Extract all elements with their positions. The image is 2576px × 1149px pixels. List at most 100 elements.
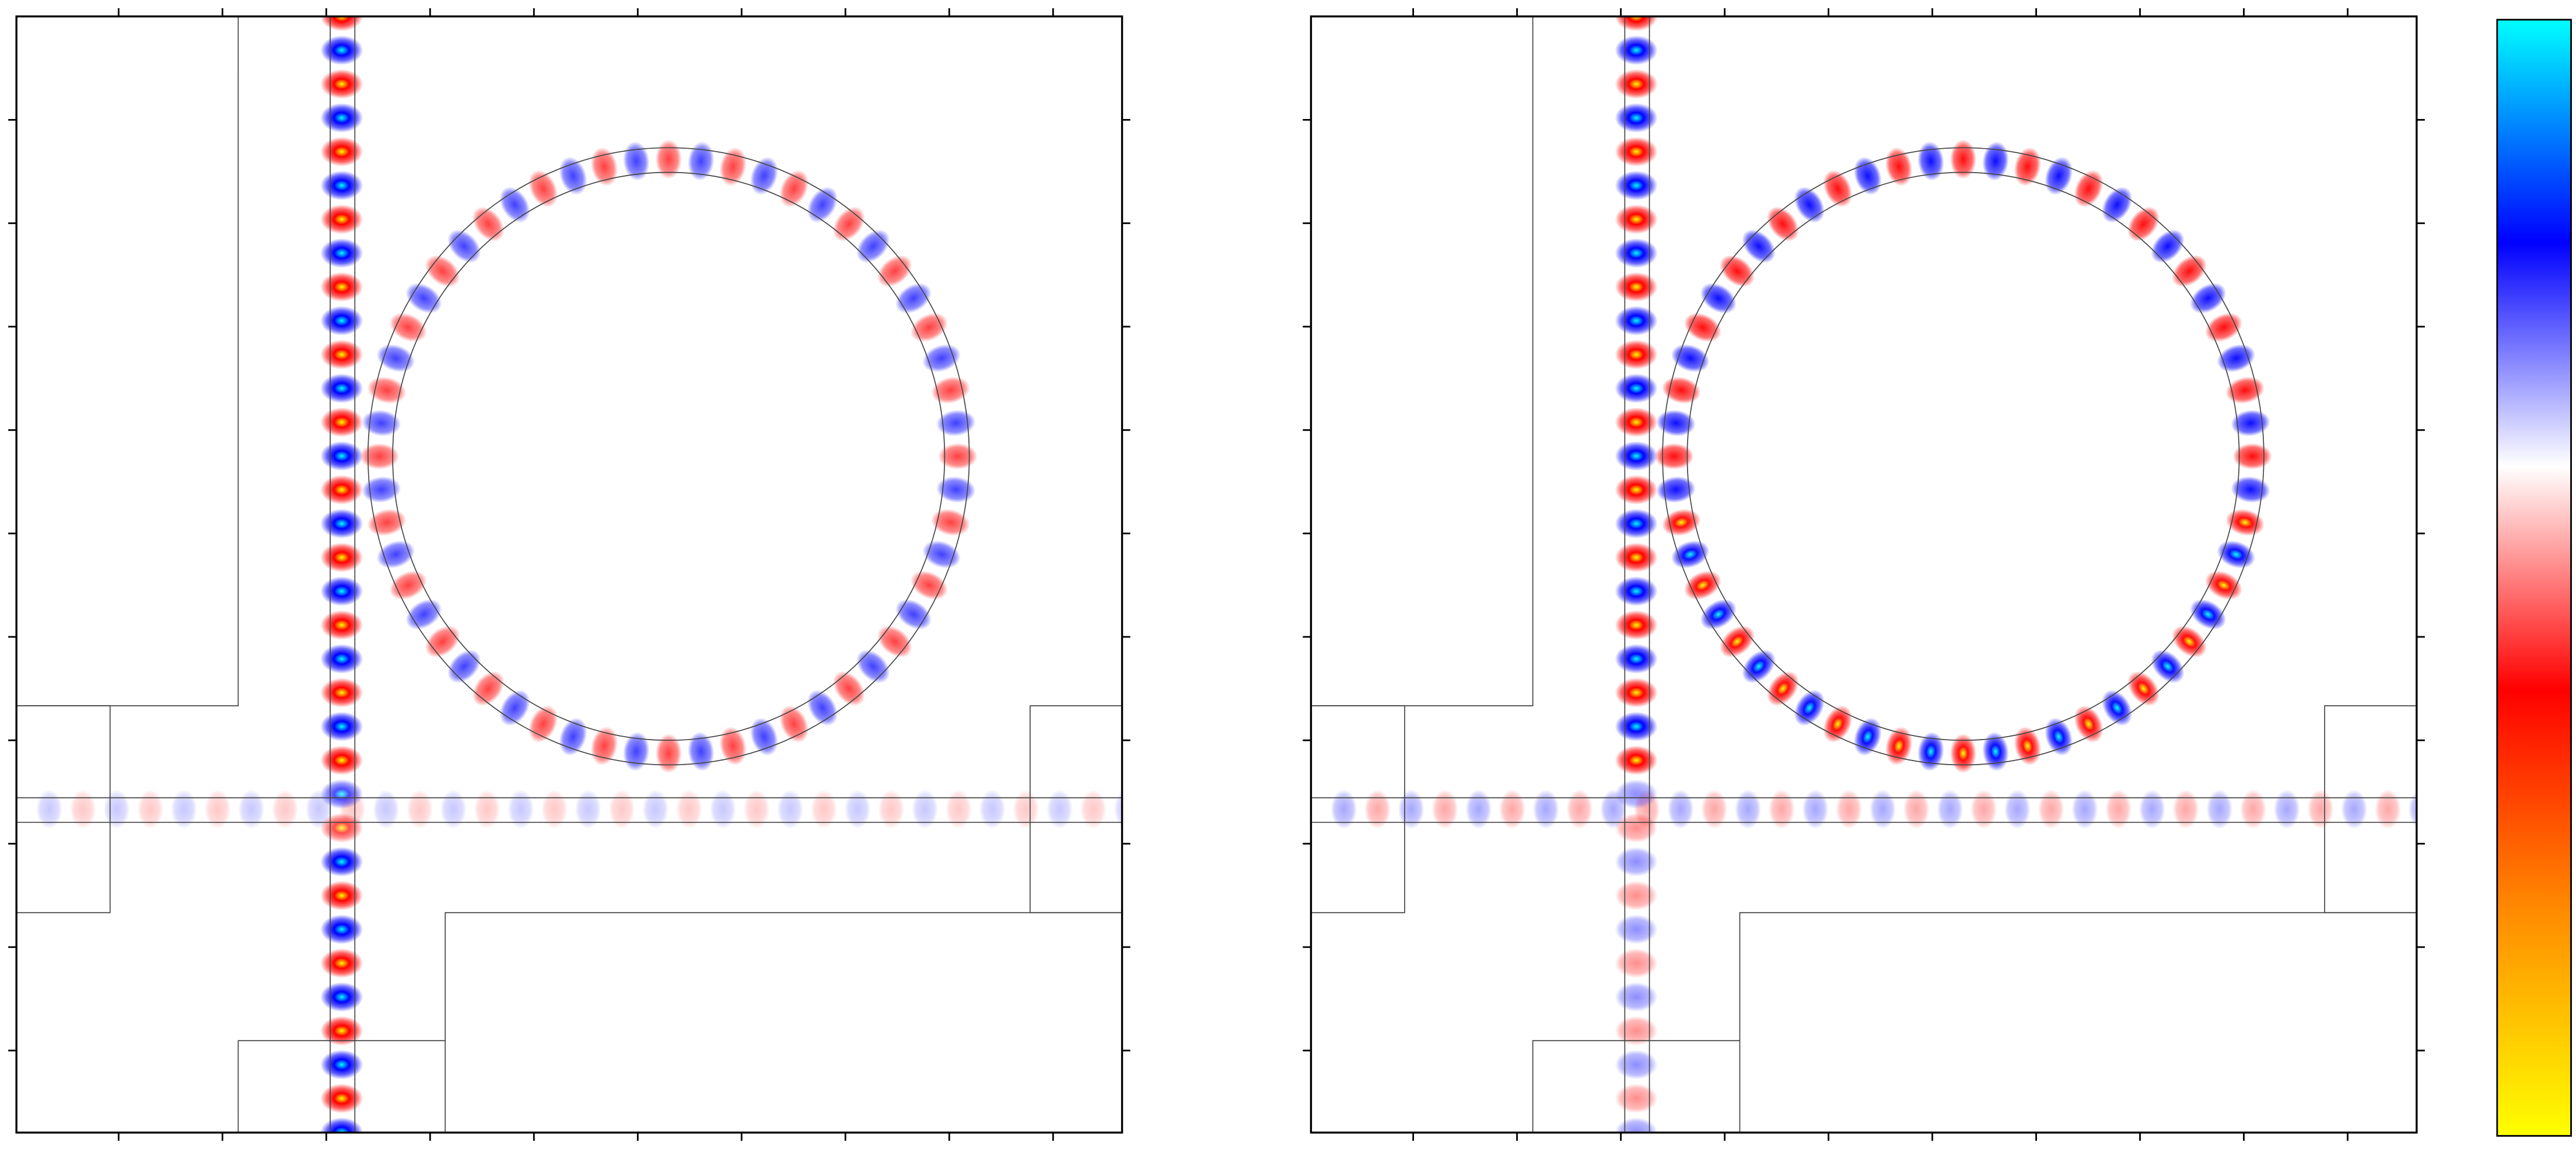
field-lobe: [2231, 409, 2270, 437]
field-lobe: [1114, 791, 1122, 828]
field-lobe: [320, 982, 363, 1012]
field-lobe: [1701, 789, 1728, 829]
structure-outline: [237, 1040, 446, 1133]
field-lobe: [2240, 789, 2267, 829]
field-lobe: [2375, 789, 2402, 829]
field-lobe: [910, 570, 948, 600]
structure-outline: [1311, 705, 1405, 913]
field-lobe: [320, 339, 363, 370]
structure-outline: [16, 16, 239, 706]
field-lobe: [359, 443, 400, 470]
field-lobe: [320, 779, 363, 809]
field-lobe: [1615, 475, 1658, 505]
colorbar: [2496, 19, 2572, 1137]
field-lobe: [320, 745, 363, 775]
field-lobe: [1971, 789, 1997, 829]
field-lobe: [719, 726, 747, 766]
field-lobe: [320, 1016, 363, 1046]
field-lobe: [2172, 789, 2199, 829]
field-lobe: [1615, 69, 1658, 99]
field-lobe: [2341, 789, 2368, 829]
field-lobe: [2225, 509, 2265, 536]
field-lobe: [1661, 509, 1701, 536]
field-lobe: [320, 16, 363, 31]
ring-outline: [368, 147, 970, 766]
field-lobe: [320, 1083, 363, 1113]
field-lobe: [688, 141, 715, 181]
field-lobe: [623, 141, 650, 181]
field-lobe: [2232, 443, 2272, 470]
field-lobe: [719, 147, 747, 187]
field-lobe: [1432, 789, 1458, 829]
field-lobe: [1615, 610, 1658, 640]
field-lobe: [623, 731, 650, 772]
field-lobe: [474, 789, 501, 829]
field-lobe: [2408, 791, 2417, 828]
field-lobe: [320, 1117, 363, 1133]
field-lobe: [1615, 678, 1658, 707]
field-lobe: [1615, 1050, 1658, 1080]
structure-outline: [2324, 705, 2417, 913]
field-lobe: [2014, 726, 2042, 766]
field-lobe: [320, 35, 363, 65]
field-lobe: [1080, 789, 1107, 829]
field-lobe: [320, 509, 363, 539]
field-lobe: [320, 306, 363, 336]
field-lobe: [320, 881, 363, 910]
field-lobe: [1982, 141, 2009, 181]
field-lobe: [642, 789, 669, 829]
field-lobe: [2014, 147, 2042, 187]
field-lobe: [1903, 789, 1930, 829]
field-lobe: [590, 726, 618, 766]
field-lobe: [1615, 339, 1658, 370]
field-lobe: [320, 441, 363, 471]
ring-outline: [1662, 147, 2264, 766]
field-lobe: [1615, 272, 1658, 302]
field-lobe: [1046, 789, 1073, 829]
field-lobe: [1615, 103, 1658, 133]
field-lobe: [1885, 726, 1913, 766]
field-lobe: [1566, 789, 1593, 829]
field-lobe: [1615, 170, 1658, 201]
field-lobe: [1656, 476, 1696, 503]
field-lobe: [1615, 644, 1658, 674]
field-lobe: [1615, 915, 1658, 944]
field-lobe: [320, 136, 363, 167]
field-lobe: [1364, 789, 1391, 829]
field-lobe: [2004, 789, 2031, 829]
plot-frame: [15, 15, 1124, 1134]
field-lobe: [407, 789, 433, 829]
field-lobe: [320, 576, 363, 607]
field-lobe: [1615, 509, 1658, 539]
field-lobe: [878, 789, 905, 829]
structure-outline: [16, 705, 111, 913]
field-lobe: [2038, 789, 2064, 829]
field-lobe: [320, 915, 363, 944]
field-lobe: [320, 712, 363, 741]
field-lobe: [137, 789, 164, 829]
field-lobe: [1869, 789, 1896, 829]
structure-outline: [16, 797, 1122, 823]
field-lobe: [1615, 779, 1658, 809]
structure-outline: [444, 912, 1122, 1133]
field-lobe: [69, 789, 96, 829]
field-lobe: [1615, 1083, 1658, 1113]
field-lobe: [2105, 789, 2132, 829]
field-lobe: [810, 789, 837, 829]
field-lobe: [36, 789, 63, 829]
field-lobe: [2071, 789, 2098, 829]
field-lobe: [1950, 139, 1977, 179]
field-panel-left: [16, 16, 1122, 1133]
field-lobe: [655, 139, 682, 179]
field-lobe: [1735, 789, 1762, 829]
field-lobe: [1615, 407, 1658, 437]
field-lobe: [1615, 16, 1658, 31]
field-lobe: [1654, 443, 1694, 470]
field-lobe: [1950, 733, 1977, 773]
field-lobe: [931, 509, 970, 536]
field-lobe: [320, 373, 363, 404]
field-lobe: [367, 376, 407, 404]
structure-outline: [1029, 705, 1122, 913]
field-lobe: [2442, 790, 2468, 829]
